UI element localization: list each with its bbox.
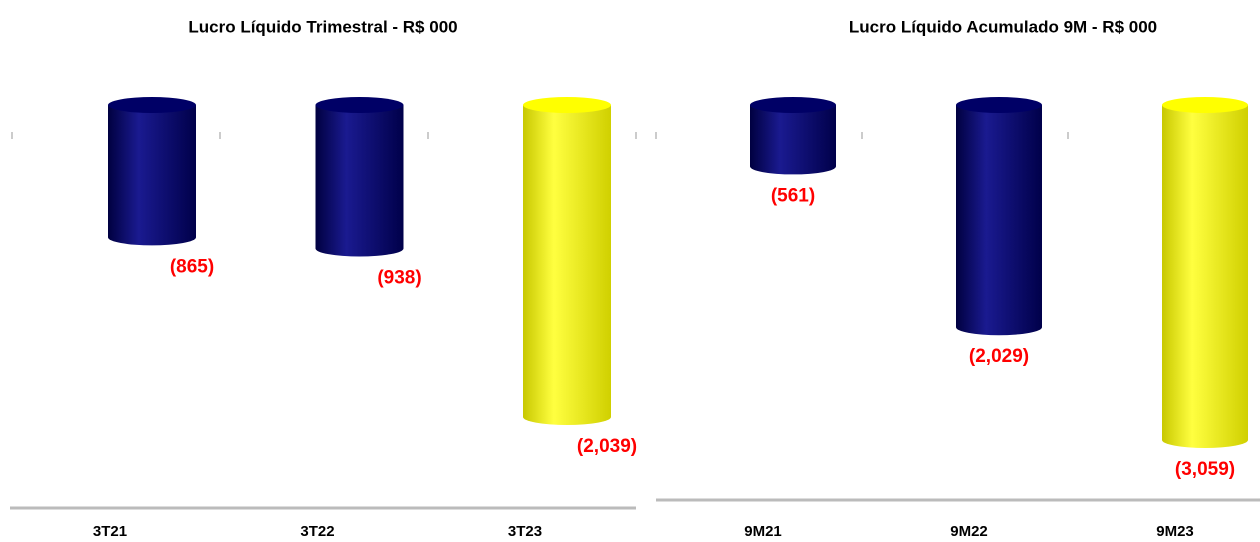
value-label: (561) <box>771 185 815 206</box>
x-tick-label: 9M21 <box>744 523 782 540</box>
value-label: (865) <box>170 256 214 277</box>
x-tick-label: 9M22 <box>950 523 988 540</box>
value-label: (3,059) <box>1175 459 1235 480</box>
cylinder-top <box>956 97 1042 113</box>
chart-title: Lucro Líquido Acumulado 9M - R$ 000 <box>849 17 1157 36</box>
value-label: (2,039) <box>577 436 637 457</box>
tick-marks <box>11 132 1069 139</box>
x-tick-label: 3T21 <box>93 523 127 540</box>
value-label: (2,029) <box>969 346 1029 367</box>
chart-title: Lucro Líquido Trimestral - R$ 000 <box>188 17 457 36</box>
cylinder-top <box>750 97 836 113</box>
cylinder-bar <box>1162 105 1248 448</box>
cylinder-bar <box>750 105 836 175</box>
x-tick-label: 3T22 <box>300 523 334 540</box>
cylinder-bar <box>523 105 611 425</box>
cylinder-top <box>315 97 404 113</box>
cylinder-bar <box>315 105 404 257</box>
cylinder-top <box>1162 97 1248 113</box>
value-label: (938) <box>377 268 421 289</box>
cylinder-bar <box>108 105 196 246</box>
cylinder-top <box>523 97 611 113</box>
cylinder-bar <box>956 105 1042 336</box>
x-tick-label: 3T23 <box>508 523 542 540</box>
x-tick-label: 9M23 <box>1156 523 1194 540</box>
cylinder-top <box>108 97 196 113</box>
